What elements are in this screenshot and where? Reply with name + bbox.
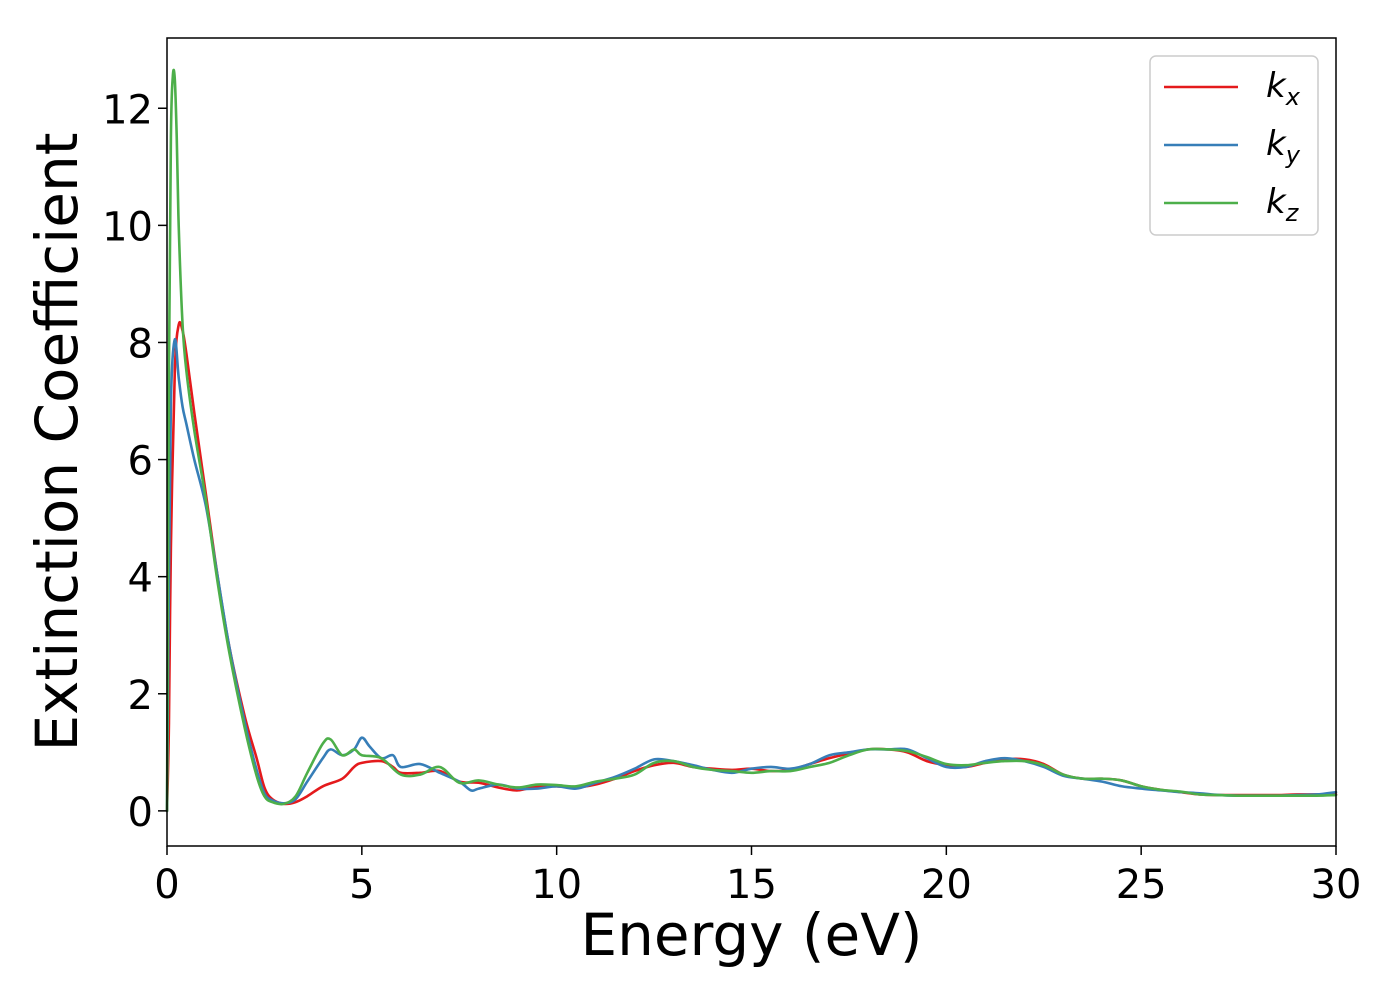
x-axis-ticks: 0 5 10 15 20 25 30 [154, 846, 1361, 908]
y-tick-label: 10 [102, 204, 153, 250]
x-axis-label: Energy (eV) [580, 901, 922, 969]
series-line-z [165, 68, 1338, 813]
series-layer [165, 68, 1338, 813]
y-tick-label: 4 [128, 556, 153, 602]
legend: kx ky kz [1149, 55, 1319, 236]
x-tick-label: 10 [531, 862, 582, 908]
legend-label-y: ky [1266, 124, 1301, 169]
y-tick-label: 12 [102, 87, 153, 133]
y-tick-label: 0 [128, 790, 153, 836]
x-tick-label: 30 [1311, 862, 1362, 908]
y-tick-label: 2 [128, 673, 153, 719]
legend-label-z: kz [1266, 182, 1300, 227]
x-tick-label: 0 [154, 862, 179, 908]
y-axis-ticks: 0 2 4 6 8 10 12 [102, 87, 167, 836]
legend-label-x: kx [1266, 66, 1301, 111]
y-axis-label: Extinction Coefficient [23, 133, 91, 752]
x-tick-label: 20 [921, 862, 972, 908]
y-tick-label: 6 [128, 439, 153, 485]
y-tick-label: 8 [128, 321, 153, 367]
x-tick-label: 15 [726, 862, 777, 908]
x-tick-label: 5 [349, 862, 374, 908]
x-tick-label: 25 [1116, 862, 1167, 908]
